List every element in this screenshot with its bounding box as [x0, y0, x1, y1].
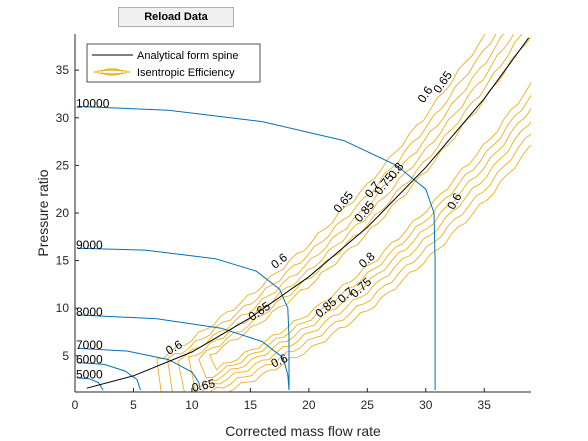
- y-tick-label-5: 5: [62, 349, 69, 363]
- contour-label-2: 0.65: [246, 299, 273, 324]
- legend-box: [86, 43, 261, 83]
- efficiency-contour-0.8: [198, 34, 531, 378]
- y-tick-label-30: 30: [56, 111, 70, 125]
- x-tick-label-15: 15: [244, 398, 258, 412]
- contour-label-5: 0.85: [312, 295, 339, 321]
- speed-label-6000: 6000: [76, 352, 103, 366]
- legend-swatch-contour-0: [93, 70, 131, 74]
- speed-label-9000: 9000: [76, 238, 103, 252]
- x-axis-label: Corrected mass flow rate: [225, 423, 381, 439]
- spine-line-group: [86, 37, 530, 389]
- speed-line-9000: [77, 247, 290, 391]
- contour-label-8: 0.8: [356, 249, 378, 271]
- reload-data-button[interactable]: Reload Data: [118, 7, 234, 27]
- speed-line-8000: [77, 314, 290, 391]
- speed-label-7000: 7000: [76, 338, 103, 352]
- speed-line-6000: [77, 362, 141, 391]
- speed-lines: [77, 105, 436, 391]
- legend-label-spine: Analytical form spine: [137, 50, 239, 62]
- y-tick-label-20: 20: [56, 206, 70, 220]
- legend-swatch-contour-2: [101, 68, 123, 76]
- speed-line-5000: [77, 377, 104, 391]
- efficiency-contour-0.65: [166, 34, 531, 392]
- x-tick-label-0: 0: [72, 398, 79, 412]
- x-tick-label-25: 25: [361, 398, 375, 412]
- contour-label-1: 0.6: [163, 337, 185, 358]
- efficiency-contour-0.6: [156, 34, 531, 392]
- y-axis-label: Pressure ratio: [35, 169, 51, 256]
- y-tick-label-15: 15: [56, 254, 70, 268]
- legend: Analytical form spine Isentropic Efficien…: [86, 43, 261, 83]
- y-tick-label-35: 35: [56, 63, 70, 77]
- axes: 0 5 10 15 20 25 30 35 5 10 15 20 25 30 35 Corrected mas…: [35, 34, 531, 439]
- speed-line-7000: [77, 347, 201, 391]
- legend-label-efficiency: Isentropic Efficiency: [137, 67, 235, 79]
- efficiency-contour-0.7: [177, 34, 531, 392]
- contour-label-3: 0.6: [269, 351, 290, 371]
- spine-line: [86, 37, 530, 389]
- contour-label-4: 0.6: [268, 250, 290, 272]
- x-tick-label-10: 10: [185, 398, 199, 412]
- legend-swatch-contour-1: [97, 69, 127, 75]
- efficiency-contour-0.85: [208, 36, 531, 371]
- y-tick-label-25: 25: [56, 158, 70, 172]
- contour-label-0: 0.65: [191, 376, 217, 395]
- x-tick-label-5: 5: [130, 398, 137, 412]
- contour-label-16: 0.6: [444, 190, 465, 212]
- speed-label-8000: 8000: [76, 305, 103, 319]
- x-tick-label-35: 35: [478, 398, 492, 412]
- x-tick-label-20: 20: [302, 398, 316, 412]
- efficiency-contour-0.75: [187, 34, 531, 392]
- speed-label-10000: 10000: [76, 96, 110, 110]
- y-tick-label-10: 10: [56, 301, 70, 315]
- speed-label-5000: 5000: [76, 368, 103, 382]
- efficiency-contours: [156, 34, 531, 392]
- x-tick-label-30: 30: [419, 398, 433, 412]
- speed-line-10000: [77, 105, 436, 391]
